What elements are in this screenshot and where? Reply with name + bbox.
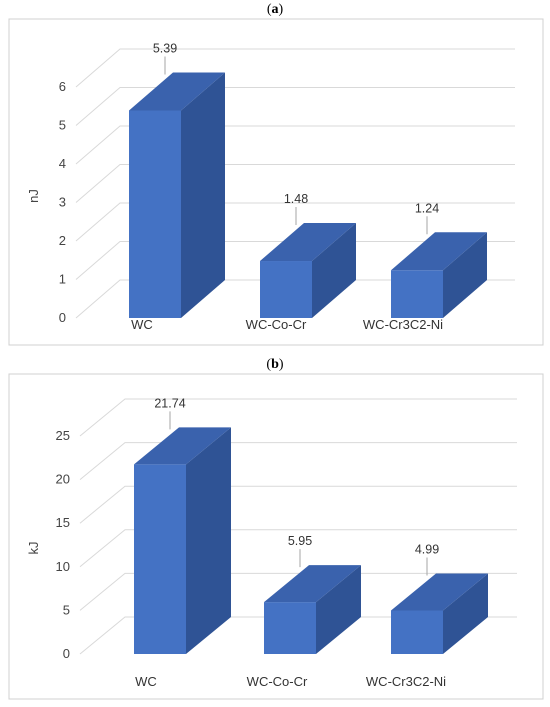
b-ytick-2: 10 [56,559,70,574]
a-bar-1 [260,261,312,318]
a-bar-0 [129,110,181,318]
a-ylabel: nJ [26,189,41,203]
a-bar-side-1 [312,223,356,318]
b-data-label-1: 5.95 [288,534,312,548]
a-gridline-2 [75,202,515,242]
a-data-label-1: 1.48 [284,192,308,206]
b-bar-1 [264,602,316,654]
a-bar-side-0 [181,72,225,318]
b-data-label-0: 21.74 [154,396,185,410]
a-bar-top-0 [129,72,225,111]
b-bar-side-0 [186,427,231,654]
b-ylabel: kJ [26,542,41,555]
a-ytick-0: 0 [59,310,66,325]
b-category-1: WC-Co-Cr [247,674,308,689]
b-ytick-5: 25 [56,428,70,443]
b-category-0: WC [135,674,157,689]
a-data-label-2: 1.24 [415,201,439,215]
a-bar-top-2 [391,232,487,271]
a-gridline-1 [75,241,515,280]
a-ytick-4: 4 [59,156,66,171]
b-bar-side-2 [443,573,488,654]
b-gridline-4 [79,442,517,480]
b-bar-top-1 [264,565,361,603]
chart-b: 0 5 10 15 20 25 kJ 21.74 WC 5.95 WC-Co-Cr 4.99 WC-Cr… [8,373,544,700]
b-gridline-0 [79,616,517,655]
b-bar-2 [391,610,443,654]
panel-a-letter: a [271,2,279,17]
b-bar-top-0 [134,427,231,465]
a-gridline-0 [75,279,515,319]
b-gridline-2 [79,529,517,568]
a-category-2: WC-Cr3C2-Ni [363,317,443,332]
b-gridline-5 [79,398,517,437]
b-ytick-1: 5 [63,602,70,617]
panel-b-title: (b) [266,357,284,372]
a-gridline-4 [75,125,515,165]
panel-a-title: (a) [266,2,284,17]
panel-b-letter: b [271,357,279,372]
b-bar-0 [134,464,186,654]
a-gridline-5 [75,87,515,126]
a-ytick-3: 3 [59,195,66,210]
a-bar-side-2 [443,232,487,318]
chart-a: 0 1 2 3 4 5 6 nJ 5.39 WC 1.48 WC-Co-Cr 1.24 WC-Cr3C2-… [8,18,544,346]
a-ytick-5: 5 [59,118,66,133]
b-bar-side-1 [316,565,361,654]
a-gridline-3 [75,164,515,203]
b-ytick-4: 20 [56,472,70,487]
b-data-label-2: 4.99 [415,542,439,556]
a-ytick-1: 1 [59,272,66,287]
a-ytick-2: 2 [59,233,66,248]
a-bar-top-1 [260,223,356,262]
b-gridline-1 [79,572,517,611]
a-gridline-6 [75,48,515,88]
a-category-0: WC [131,317,153,332]
b-bar-top-2 [391,573,488,611]
b-category-2: WC-Cr3C2-Ni [366,674,446,689]
a-ytick-6: 6 [59,79,66,94]
b-gridline-3 [79,485,517,524]
a-bar-2 [391,270,443,318]
a-category-1: WC-Co-Cr [246,317,307,332]
b-ytick-3: 15 [56,515,70,530]
a-data-label-0: 5.39 [153,41,177,55]
b-ytick-0: 0 [63,646,70,661]
